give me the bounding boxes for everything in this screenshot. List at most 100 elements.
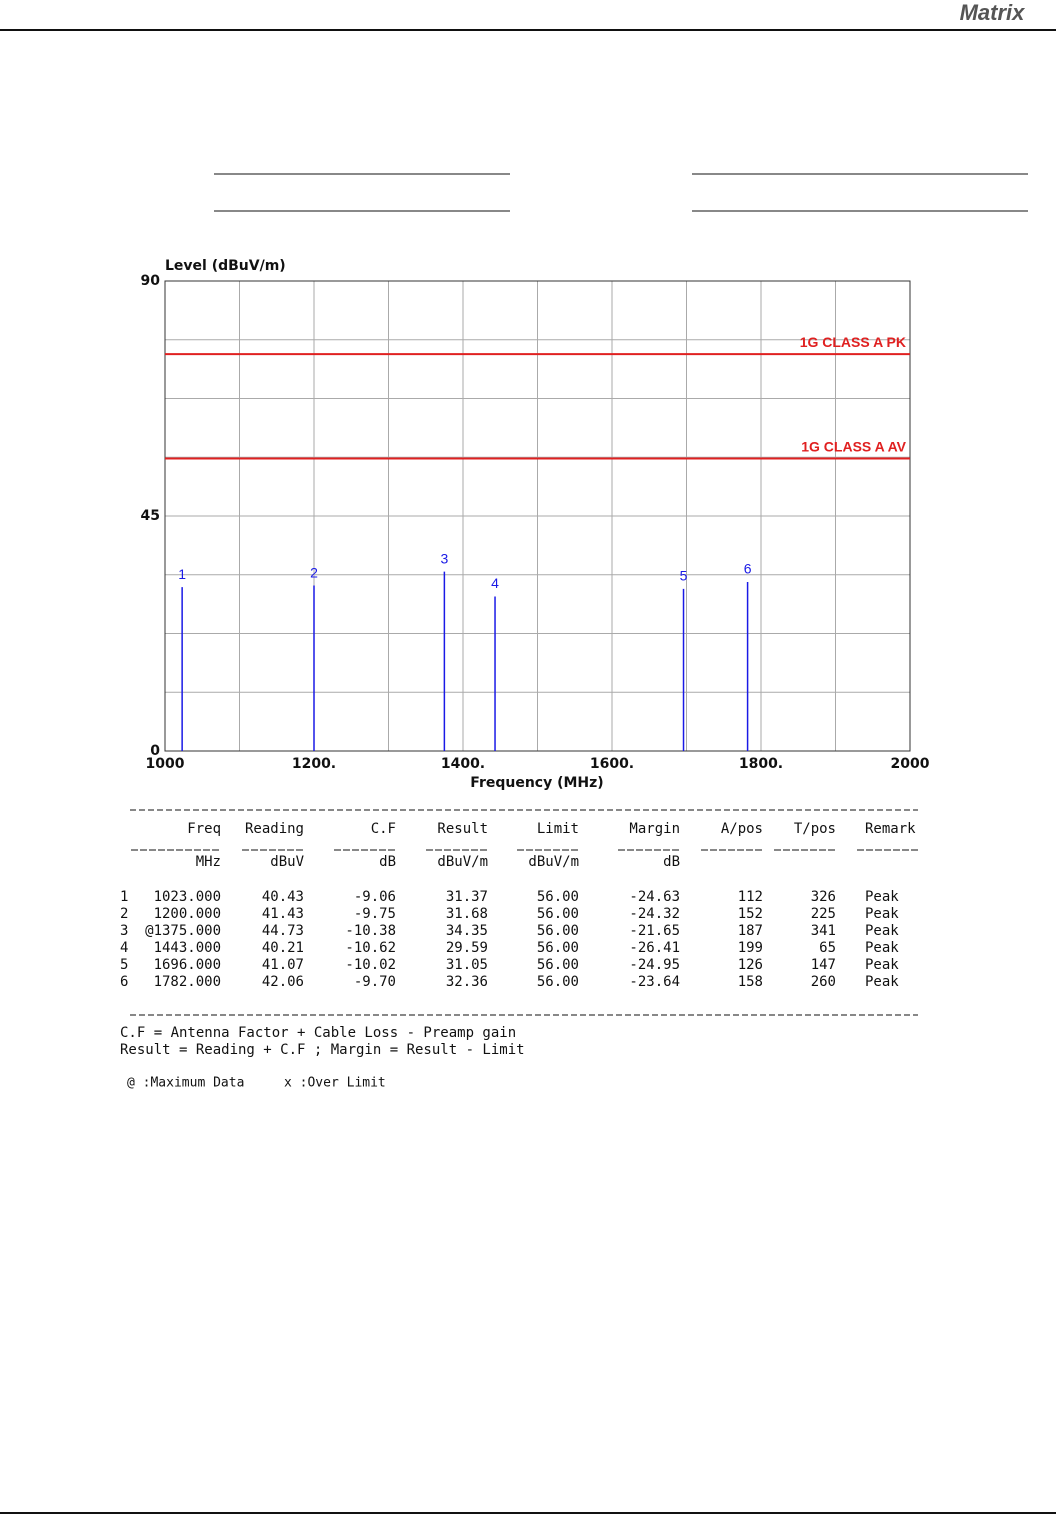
table-header: T/pos: [794, 821, 836, 837]
table-header: Reading: [245, 821, 304, 837]
table-cell: 56.00: [537, 957, 579, 973]
note: C.F = Antenna Factor + Cable Loss - Prea…: [120, 1025, 516, 1041]
table-unit: MHz: [196, 854, 221, 870]
table-cell: 1023.000: [154, 889, 221, 905]
table-header: Remark: [865, 821, 916, 837]
table-cell: 56.00: [537, 906, 579, 922]
table-cell: Peak: [865, 974, 899, 990]
table-cell: -26.41: [629, 940, 680, 956]
y-tick-label: 45: [141, 508, 160, 524]
table-cell: 112: [738, 889, 763, 905]
x-axis-label: Frequency (MHz): [470, 775, 603, 791]
table-unit: dB: [379, 854, 396, 870]
table-cell: 42.06: [262, 974, 304, 990]
table-cell: -24.95: [629, 957, 680, 973]
table-cell: 34.35: [446, 923, 488, 939]
logo: Matrix: [960, 0, 1026, 25]
table-unit: dBuV: [270, 854, 304, 870]
table-cell: 41.43: [262, 906, 304, 922]
plot-frame: [164, 280, 911, 752]
table-cell: 341: [811, 923, 836, 939]
table-cell: 29.59: [446, 940, 488, 956]
table-cell: 1696.000: [154, 957, 221, 973]
table-cell: -10.38: [345, 923, 396, 939]
marker-label: 5: [680, 568, 688, 584]
table-cell: 44.73: [262, 923, 304, 939]
table-cell: 56.00: [537, 889, 579, 905]
table-cell: 6: [120, 974, 128, 990]
limit-label: 1G CLASS A AV: [801, 438, 906, 454]
table-cell: 4: [120, 940, 128, 956]
table-header: Margin: [629, 821, 680, 837]
table-header: Result: [437, 821, 488, 837]
table-cell: -24.63: [629, 889, 680, 905]
table-cell: 56.00: [537, 940, 579, 956]
table-unit: dBuV/m: [528, 854, 579, 870]
table-cell: 260: [811, 974, 836, 990]
table-cell: 40.43: [262, 889, 304, 905]
x-tick-label: 1600.: [590, 756, 634, 772]
x-tick-label: 1800.: [739, 756, 783, 772]
table-cell: 32.36: [446, 974, 488, 990]
table-cell: -10.02: [345, 957, 396, 973]
table-cell: 3: [120, 923, 128, 939]
table-cell: -9.70: [354, 974, 396, 990]
table-cell: 1443.000: [154, 940, 221, 956]
table-cell: -9.06: [354, 889, 396, 905]
table-cell: 152: [738, 906, 763, 922]
table-cell: 31.68: [446, 906, 488, 922]
x-tick-label: 1400.: [441, 756, 485, 772]
table-cell: 158: [738, 974, 763, 990]
table-cell: -9.75: [354, 906, 396, 922]
table-cell: 1782.000: [154, 974, 221, 990]
table-cell: Peak: [865, 906, 899, 922]
table-cell: @1375.000: [145, 923, 221, 939]
x-tick-label: 1200.: [292, 756, 336, 772]
table-unit: dBuV/m: [437, 854, 488, 870]
table-cell: 199: [738, 940, 763, 956]
table-cell: Peak: [865, 957, 899, 973]
table-cell: Peak: [865, 923, 899, 939]
table-cell: 41.07: [262, 957, 304, 973]
table-cell: 56.00: [537, 974, 579, 990]
table-header: C.F: [371, 821, 396, 837]
table-cell: 2: [120, 906, 128, 922]
table-cell: 31.05: [446, 957, 488, 973]
table-cell: 126: [738, 957, 763, 973]
table-cell: -10.62: [345, 940, 396, 956]
x-tick-label: 1000: [146, 756, 185, 772]
table-cell: 1200.000: [154, 906, 221, 922]
y-tick-label: 90: [141, 273, 161, 289]
table-cell: -24.32: [629, 906, 680, 922]
table-cell: 326: [811, 889, 836, 905]
marker-label: 2: [310, 564, 318, 580]
table-header: Freq: [187, 821, 221, 837]
table-unit: dB: [663, 854, 680, 870]
note: @ :Maximum Data: [127, 1076, 244, 1091]
table-cell: 65: [819, 940, 836, 956]
table-cell: 187: [738, 923, 763, 939]
table-header: A/pos: [721, 821, 763, 837]
table-cell: 5: [120, 957, 128, 973]
x-tick-label: 2000: [891, 756, 930, 772]
marker-label: 1: [178, 566, 186, 582]
table-cell: 225: [811, 906, 836, 922]
table-cell: Peak: [865, 940, 899, 956]
marker-label: 4: [491, 575, 499, 591]
table-cell: 40.21: [262, 940, 304, 956]
table-cell: Peak: [865, 889, 899, 905]
note: Result = Reading + C.F ; Margin = Result…: [120, 1042, 525, 1058]
table-cell: 31.37: [446, 889, 488, 905]
marker-label: 3: [440, 550, 448, 566]
table-header: Limit: [537, 821, 579, 837]
table-cell: -21.65: [629, 923, 680, 939]
table-cell: 1: [120, 889, 128, 905]
y-tick-label: 0: [150, 743, 160, 759]
table-cell: 147: [811, 957, 836, 973]
table-cell: -23.64: [629, 974, 680, 990]
note: x :Over Limit: [284, 1076, 386, 1091]
y-axis-label: Level (dBuV/m): [165, 258, 286, 274]
marker-label: 6: [744, 561, 752, 577]
table-cell: 56.00: [537, 923, 579, 939]
